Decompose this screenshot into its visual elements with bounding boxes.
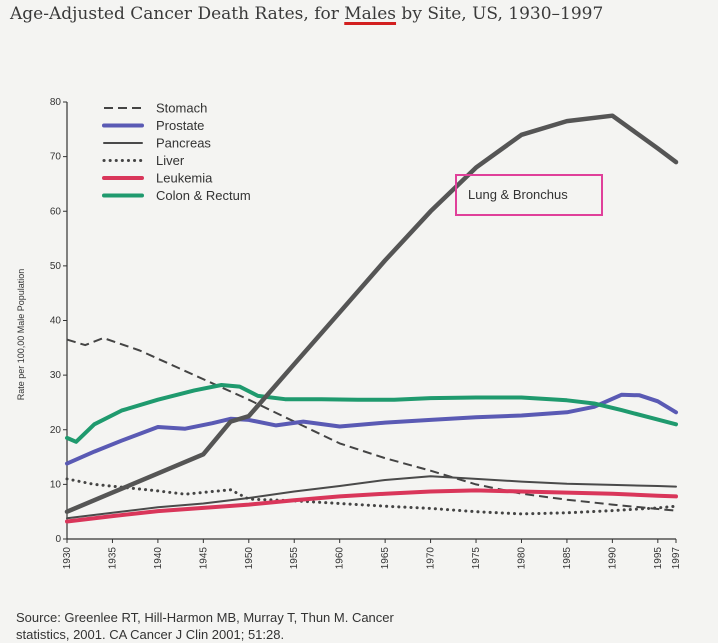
chart-series <box>64 113 679 524</box>
series-line-lung-bronchus <box>64 113 679 514</box>
x-tick-label: 1930 <box>62 547 73 570</box>
y-tick-label: 30 <box>50 370 62 381</box>
source-line-2: statistics, 2001. CA Cancer J Clin 2001;… <box>16 627 285 642</box>
source-line-1: Source: Greenlee RT, Hill-Harmon MB, Mur… <box>16 610 394 625</box>
series-line-stomach <box>66 337 677 512</box>
series-line-prostate <box>65 392 678 466</box>
x-tick-label: 1980 <box>516 547 527 570</box>
series-line-liver <box>65 477 678 516</box>
chart-ticks: 0 10 20 30 40 50 60 70 80 1930 1935 1940 1945 1950 195… <box>16 97 682 569</box>
annotation-box <box>455 174 603 216</box>
x-tick-label: 1965 <box>380 547 391 570</box>
x-tick-label: 1995 <box>653 547 664 570</box>
y-tick-label: 70 <box>50 152 62 163</box>
y-tick-label: 80 <box>50 97 62 108</box>
y-axis-label: Rate per 100,00 Male Population <box>16 269 26 401</box>
legend-label: Leukemia <box>156 171 213 186</box>
x-tick-label: 1945 <box>198 547 209 570</box>
source-note: Source: Greenlee RT, Hill-Harmon MB, Mur… <box>16 609 394 643</box>
x-tick-label: 1970 <box>426 547 437 570</box>
x-tick-label: 1940 <box>153 547 164 570</box>
title-emphasis: Males <box>344 4 397 24</box>
y-tick-label: 60 <box>50 206 62 217</box>
legend-label: Prostate <box>156 118 204 133</box>
x-tick-label: 1985 <box>562 547 573 570</box>
legend-label: Colon & Rectum <box>156 188 251 203</box>
x-tick-label: 1960 <box>335 547 346 570</box>
legend-label: Pancreas <box>156 136 211 151</box>
y-tick-label: 0 <box>55 534 61 545</box>
series-line-pancreas <box>66 475 677 520</box>
annotation-label: Lung & Bronchus <box>468 187 568 202</box>
y-tick-label: 10 <box>50 479 62 490</box>
chart-legend: Stomach Prostate Pancreas Liver Leukemia Colo… <box>102 101 251 203</box>
x-tick-label: 1935 <box>107 547 118 570</box>
y-tick-label: 40 <box>50 316 62 327</box>
legend-label: Liver <box>156 153 185 168</box>
chart-title: Age-Adjusted Cancer Death Rates, for Mal… <box>10 4 604 24</box>
x-tick-label: 1997 <box>671 547 682 570</box>
x-tick-label: 1975 <box>471 547 482 570</box>
x-tick-label: 1990 <box>607 547 618 570</box>
chart-annotation: Lung & Bronchus <box>455 174 603 216</box>
series-line-colon-rectum <box>65 383 678 444</box>
x-tick-label: 1950 <box>244 547 255 570</box>
y-tick-label: 20 <box>50 425 62 436</box>
series-line-leukemia <box>65 488 678 524</box>
x-tick-label: 1955 <box>289 547 300 570</box>
legend-label: Stomach <box>156 101 207 116</box>
y-tick-label: 50 <box>50 261 62 272</box>
